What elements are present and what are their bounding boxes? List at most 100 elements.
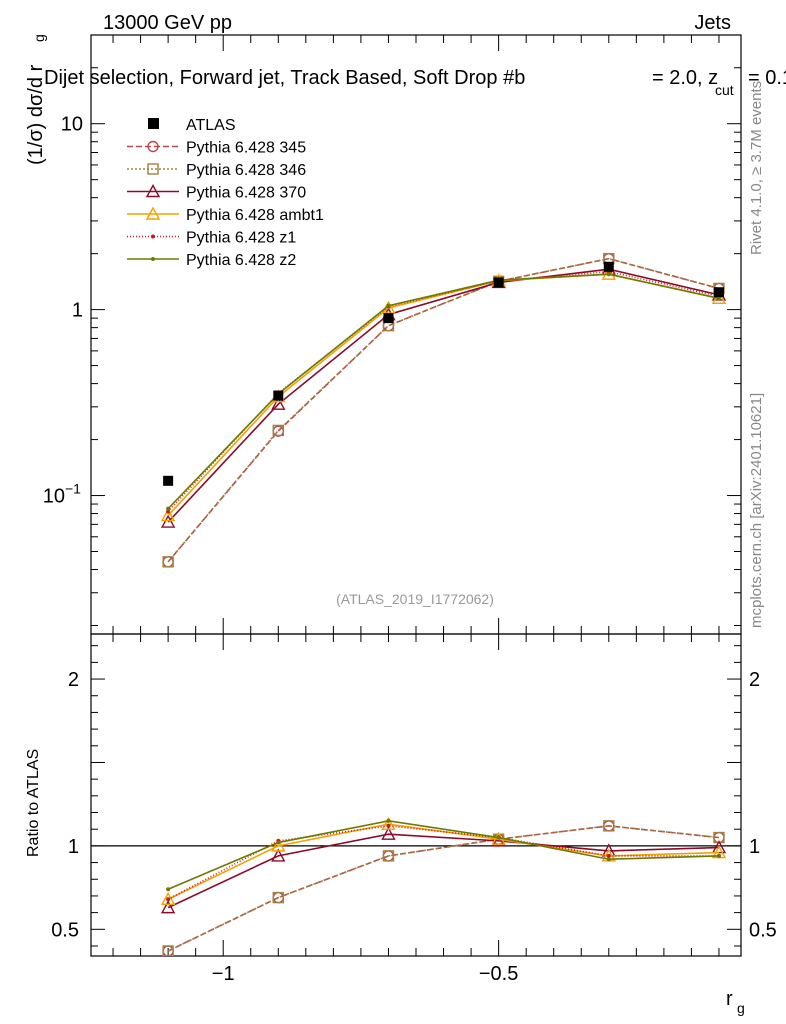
plot-title-sub: cut [715,82,734,98]
marker-dot [386,303,391,308]
series-top-3 [160,266,727,522]
marker-triangle [160,508,176,522]
y-tick-label-bottom: 0.5 [51,919,79,941]
y-tick-label-top: 10 [43,486,65,508]
series-top-4 [166,269,721,514]
y-axis-label-top-sub: g [31,34,47,42]
series-top-0 [162,252,725,568]
y-tick-label-bottom-right: 2 [749,669,760,691]
marker-triangle [145,184,161,198]
marker-dot [151,257,155,261]
series-layer [160,252,727,956]
series-atlas-data [163,261,724,486]
legend-label: Pythia 6.428 z2 [186,252,296,269]
marker-square [272,424,284,437]
legend-label: Pythia 6.428 345 [186,140,306,157]
rivet-version: Rivet 4.1.0, ≥ 3.7M events [748,81,765,255]
series-line [167,268,720,523]
series-line [167,270,720,513]
y-tick-label-top: 1 [72,300,83,322]
ratio-line [167,823,719,900]
series-ratio-5 [166,818,721,892]
x-tick-label: −0.5 [479,963,518,985]
data-point [603,261,614,272]
marker-circle [147,140,159,153]
y-tick-label-bottom: 1 [68,836,79,858]
ratio-line [167,833,719,909]
marker-dot [606,857,611,862]
marker-triangle [381,826,396,840]
series-top-1 [162,252,725,568]
marker-dot [386,818,391,823]
marker-triangle [160,900,176,914]
data-point [713,287,724,298]
legend-label: Pythia 6.428 z1 [186,230,296,247]
marker-triangle [271,848,286,862]
marker-dot [166,506,171,511]
marker-triangle [381,816,396,830]
marker-square [162,556,174,568]
marker-square [272,891,284,904]
series-ratio-4 [166,823,721,902]
ratio-line [167,825,720,952]
series-line [167,257,720,563]
marker-square [382,850,395,862]
header-energy: 13000 GeV pp [103,12,232,34]
data-point [273,390,284,401]
marker-dot [386,823,391,828]
data-point [383,313,394,324]
marker-triangle [160,891,176,905]
marker-square [147,163,159,175]
marker-dot [716,853,721,858]
marker-dot [166,897,171,902]
marker-dot [166,509,171,514]
marker-triangle [271,396,286,410]
y-tick-label-bottom-right: 1 [749,836,760,858]
marker-dot [151,234,155,239]
y-tick-label-bottom: 2 [68,669,79,691]
series-top-5 [166,272,721,511]
marker-dot [606,272,611,277]
ratio-line [167,820,719,891]
marker-dot [716,296,721,301]
marker-square [162,945,174,956]
marker-triangle [271,838,286,852]
marker-dot [606,853,611,858]
marker-triangle [711,840,727,854]
legend-label-atlas: ATLAS [186,117,236,134]
bottom-panel-frame [90,633,742,957]
y-tick-label-top: 10 [61,114,83,136]
x-axis-label-sub: g [737,1000,745,1016]
ratio-line [167,825,719,900]
marker-square [603,820,615,832]
legend-marker-atlas [148,118,159,129]
legend: ATLAS Pythia 6.428 345 Pythia 6.428 346 Pyt… [127,117,324,269]
marker-dot [276,840,281,845]
legend-label: Pythia 6.428 ambt1 [186,207,324,224]
y-tick-label-top-exponent: −1 [65,481,81,497]
marker-triangle [160,514,176,528]
series-line [167,257,720,563]
series-ratio-1 [162,820,725,956]
series-ratio-0 [162,820,725,956]
y-axis-label-top: (1/σ) dσ/d r [25,64,47,165]
analysis-id: (ATLAS_2019_I1772062) [336,591,494,607]
series-ratio-2 [160,826,727,914]
y-tick-label-bottom-right: 0.5 [749,919,777,941]
header-process: Jets [694,12,731,34]
series-line [167,273,720,510]
legend-label: Pythia 6.428 346 [186,162,306,179]
plot-title-end: = 0.1 [748,67,786,89]
mcplots-credit: mcplots.cern.ch [arXiv:2401.10621] [748,393,765,628]
marker-triangle [145,206,161,220]
marker-dot [166,887,171,892]
data-point [163,475,174,486]
x-tick-label: −1 [212,963,235,985]
legend-label: Pythia 6.428 370 [186,185,306,202]
plot-title-tail: = 2.0, z [652,67,718,89]
ratio-line [167,825,720,952]
plot-title: Dijet selection, Forward jet, Track Base… [44,67,525,89]
marker-dot [496,835,501,840]
